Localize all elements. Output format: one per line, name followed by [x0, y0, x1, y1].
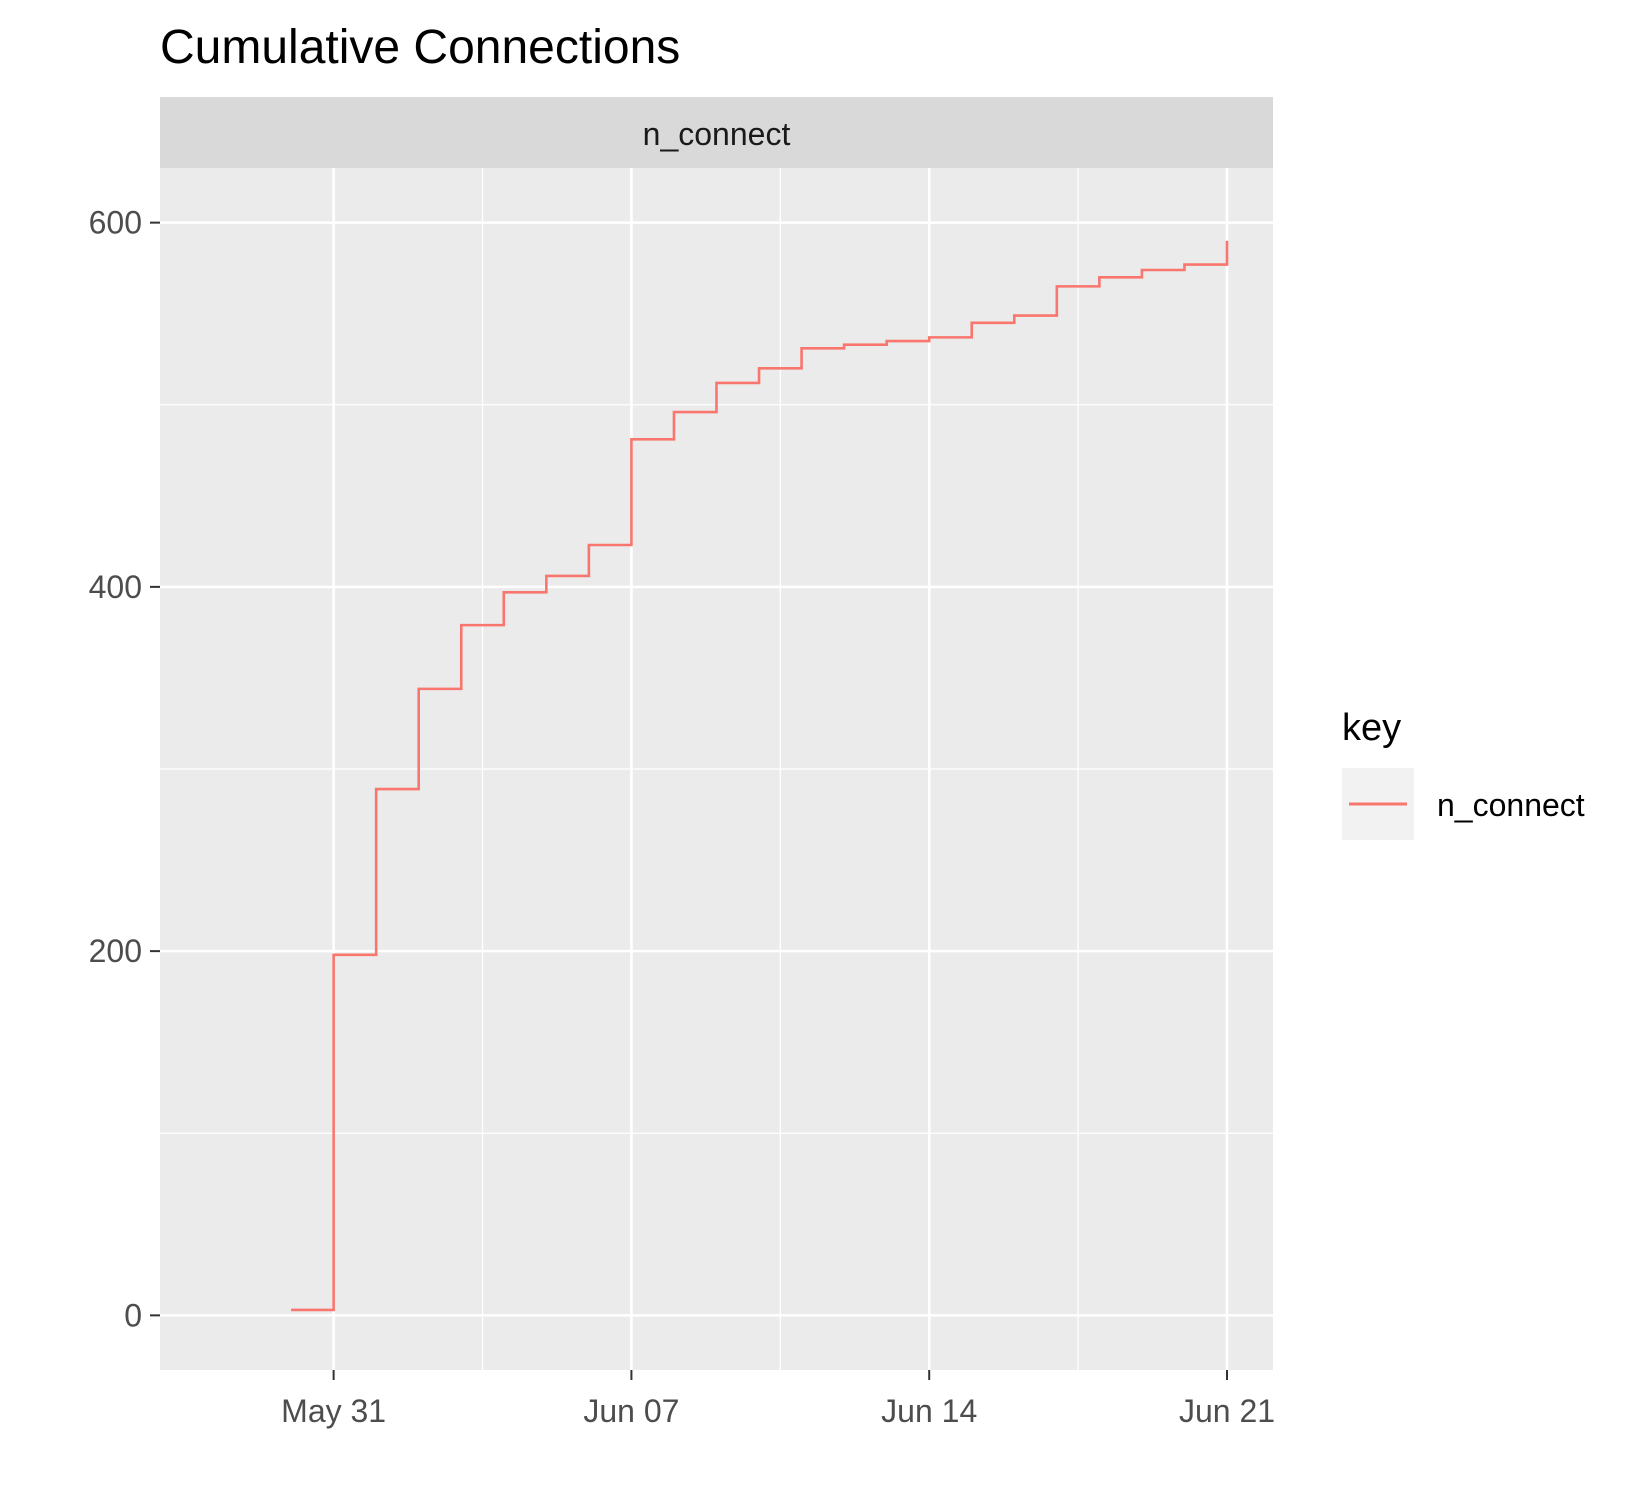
legend: key n_connect — [1342, 707, 1585, 840]
y-tick-label: 600 — [89, 205, 142, 241]
chart-title: Cumulative Connections — [160, 21, 680, 74]
legend-label-n-connect: n_connect — [1437, 787, 1585, 823]
legend-title: key — [1342, 707, 1401, 749]
series-layer — [291, 240, 1229, 1312]
x-tick-label: Jun 07 — [583, 1393, 679, 1429]
y-axis: 0 200 400 600 — [89, 205, 160, 1333]
x-tick-label: Jun 21 — [1179, 1393, 1275, 1429]
x-axis: May 31 Jun 07 Jun 14 Jun 21 — [281, 1370, 1275, 1429]
facet-strip — [160, 97, 1273, 168]
y-tick-label: 0 — [124, 1297, 142, 1333]
facet-strip-label: n_connect — [643, 116, 791, 152]
x-tick-label: May 31 — [281, 1393, 386, 1429]
major-gridlines — [160, 168, 1273, 1370]
x-tick-label: Jun 14 — [881, 1393, 977, 1429]
y-tick-label: 200 — [89, 933, 142, 969]
y-tick-label: 400 — [89, 569, 142, 605]
series-line-n-connect — [291, 240, 1229, 1312]
